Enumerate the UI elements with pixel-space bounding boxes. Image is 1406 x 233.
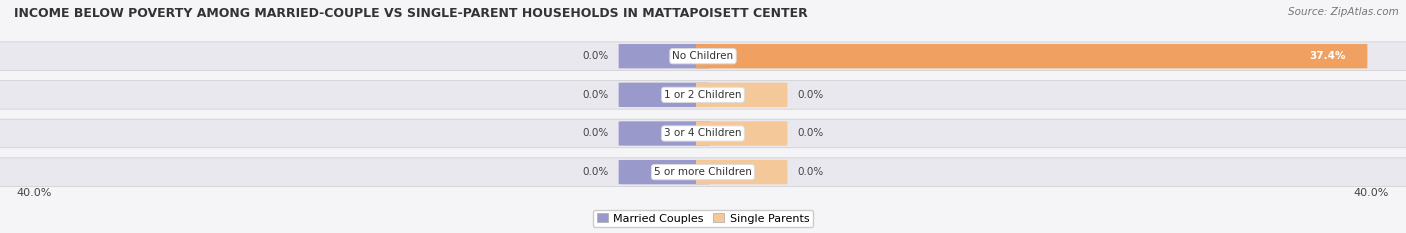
- FancyBboxPatch shape: [696, 44, 1367, 68]
- Text: No Children: No Children: [672, 51, 734, 61]
- Text: Source: ZipAtlas.com: Source: ZipAtlas.com: [1288, 7, 1399, 17]
- FancyBboxPatch shape: [0, 119, 1406, 148]
- FancyBboxPatch shape: [0, 158, 1406, 186]
- Text: 0.0%: 0.0%: [797, 128, 824, 138]
- Text: 0.0%: 0.0%: [582, 90, 609, 100]
- Text: 0.0%: 0.0%: [582, 167, 609, 177]
- Text: 40.0%: 40.0%: [1354, 188, 1389, 198]
- FancyBboxPatch shape: [619, 44, 710, 68]
- Text: 0.0%: 0.0%: [797, 167, 824, 177]
- Text: 0.0%: 0.0%: [797, 90, 824, 100]
- Text: 40.0%: 40.0%: [17, 188, 52, 198]
- Text: 0.0%: 0.0%: [582, 51, 609, 61]
- FancyBboxPatch shape: [696, 160, 787, 184]
- Text: 3 or 4 Children: 3 or 4 Children: [664, 128, 742, 138]
- FancyBboxPatch shape: [696, 121, 787, 146]
- FancyBboxPatch shape: [696, 83, 787, 107]
- FancyBboxPatch shape: [0, 81, 1406, 109]
- FancyBboxPatch shape: [619, 121, 710, 146]
- Text: INCOME BELOW POVERTY AMONG MARRIED-COUPLE VS SINGLE-PARENT HOUSEHOLDS IN MATTAPO: INCOME BELOW POVERTY AMONG MARRIED-COUPL…: [14, 7, 808, 20]
- FancyBboxPatch shape: [619, 160, 710, 184]
- Legend: Married Couples, Single Parents: Married Couples, Single Parents: [593, 209, 813, 227]
- Text: 1 or 2 Children: 1 or 2 Children: [664, 90, 742, 100]
- Text: 5 or more Children: 5 or more Children: [654, 167, 752, 177]
- Text: 0.0%: 0.0%: [582, 128, 609, 138]
- Text: 37.4%: 37.4%: [1310, 51, 1347, 61]
- FancyBboxPatch shape: [619, 83, 710, 107]
- FancyBboxPatch shape: [0, 42, 1406, 71]
